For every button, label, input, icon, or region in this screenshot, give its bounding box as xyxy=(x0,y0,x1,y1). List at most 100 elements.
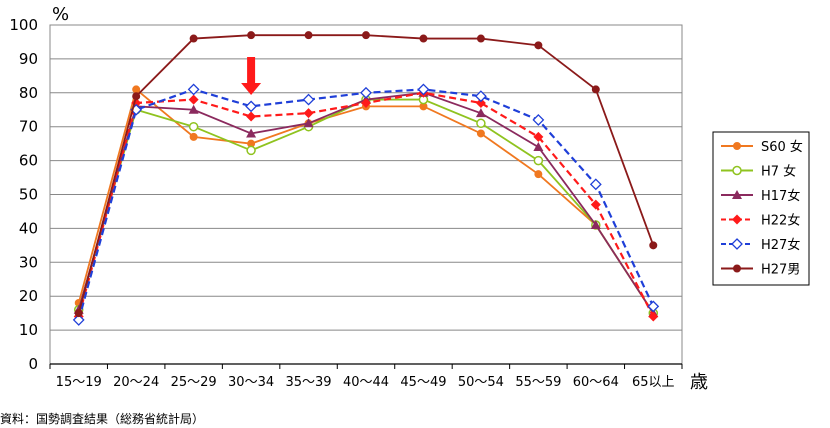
series-line xyxy=(77,34,655,314)
data-point xyxy=(732,165,742,176)
series-line xyxy=(77,88,655,321)
data-point xyxy=(132,92,141,101)
series-1 xyxy=(73,94,659,318)
data-point xyxy=(303,118,314,128)
data-point xyxy=(474,90,487,103)
legend-item: H27女 xyxy=(721,237,800,253)
data-point xyxy=(360,86,372,99)
data-point xyxy=(246,128,257,138)
data-point xyxy=(647,300,660,313)
data-point xyxy=(476,129,485,138)
series-line xyxy=(77,87,655,314)
y-tick-label: 10 xyxy=(19,321,38,339)
data-point xyxy=(361,97,371,108)
x-unit-label: 歳 xyxy=(690,372,708,393)
legend: S60 女 H7 女 H17女 H22女 H27女 H27男 xyxy=(712,131,810,286)
data-point xyxy=(731,238,743,250)
legend-label: S60 女 xyxy=(761,139,803,155)
data-point xyxy=(362,31,370,40)
series-0 xyxy=(74,85,658,318)
data-point xyxy=(533,142,544,152)
x-axis: 15～19 20～24 25～29 30～34 35～39 40～44 45～49 50～54… xyxy=(49,363,683,390)
legend-box xyxy=(712,131,810,286)
data-point xyxy=(189,34,198,43)
data-point xyxy=(303,108,314,119)
data-point xyxy=(591,85,600,94)
data-point xyxy=(132,85,141,94)
annotations xyxy=(241,57,262,95)
data-point xyxy=(733,264,741,273)
data-point xyxy=(419,34,428,43)
data-point xyxy=(246,145,256,156)
data-point xyxy=(733,142,741,150)
y-tick-label: 20 xyxy=(19,287,38,305)
data-point xyxy=(475,97,486,108)
data-point xyxy=(533,155,544,166)
x-tick-label: 55～59 xyxy=(515,375,561,390)
data-point xyxy=(534,41,543,50)
x-tick-label: 65以上 xyxy=(632,375,675,390)
legend-item: H22女 xyxy=(721,213,800,229)
data-point xyxy=(534,170,543,179)
series-5 xyxy=(74,31,658,318)
data-point xyxy=(589,178,602,191)
y-tick-label: 30 xyxy=(19,253,38,271)
data-point xyxy=(476,118,486,129)
x-tick-label: 60～64 xyxy=(573,375,619,390)
x-tick-label: 40～44 xyxy=(343,375,389,390)
legend-label: H17女 xyxy=(761,188,800,204)
legend-item: H17女 xyxy=(721,188,800,204)
line-chart: 0 10 20 30 40 50 60 70 80 90 100 15～19 20～24 25～29 30… xyxy=(9,4,810,393)
legend-item: S60 女 xyxy=(721,139,803,155)
data-point xyxy=(732,190,742,199)
y-tick-label: 90 xyxy=(19,50,38,68)
data-point xyxy=(590,220,601,230)
data-point xyxy=(476,34,485,43)
gridlines xyxy=(49,24,683,365)
source-note: 資料：国勢調査結果（総務省統計局） xyxy=(0,412,205,426)
y-tick-label: 80 xyxy=(19,84,38,102)
data-point xyxy=(648,311,659,322)
data-point xyxy=(475,108,486,118)
data-point xyxy=(533,131,544,142)
data-point xyxy=(187,83,200,96)
data-point xyxy=(302,93,315,106)
y-tick-label: 100 xyxy=(9,16,38,34)
data-point xyxy=(532,114,545,126)
y-tick-label: 0 xyxy=(28,355,38,373)
data-point xyxy=(72,314,85,326)
data-point xyxy=(417,83,430,96)
data-point xyxy=(189,132,198,141)
series-lines xyxy=(72,31,660,326)
x-tick-label: 35～39 xyxy=(285,375,331,390)
x-tick-label: 45～49 xyxy=(400,375,446,390)
x-tick-label: 25～29 xyxy=(171,375,217,390)
x-tick-label: 30～34 xyxy=(228,375,274,390)
legend-label: H27男 xyxy=(761,263,800,278)
y-tick-label: 50 xyxy=(19,186,38,204)
data-point xyxy=(188,94,199,105)
legend-label: H7 女 xyxy=(761,164,796,180)
data-point xyxy=(247,31,256,40)
legend-item: H7 女 xyxy=(721,164,796,180)
data-point xyxy=(649,241,658,250)
legend-label: H27女 xyxy=(761,237,800,253)
series-line xyxy=(77,91,655,314)
data-point xyxy=(188,104,199,114)
down-arrow-annotation xyxy=(241,57,262,95)
series-line xyxy=(77,98,655,314)
x-tick-label: 20～24 xyxy=(113,375,159,390)
x-tick-label: 15～19 xyxy=(56,375,102,390)
y-axis: 0 10 20 30 40 50 60 70 80 90 100 xyxy=(9,16,38,373)
y-tick-label: 70 xyxy=(19,118,38,136)
y-tick-label: 40 xyxy=(19,219,38,237)
series-4 xyxy=(72,83,660,326)
series-3 xyxy=(73,87,659,322)
data-point xyxy=(188,121,199,132)
y-tick-label: 60 xyxy=(19,152,38,170)
data-point xyxy=(74,309,83,318)
y-unit-label: % xyxy=(52,4,69,25)
x-tick-label: 50～54 xyxy=(458,375,504,390)
data-point xyxy=(246,111,257,122)
legend-label: H22女 xyxy=(761,213,800,229)
